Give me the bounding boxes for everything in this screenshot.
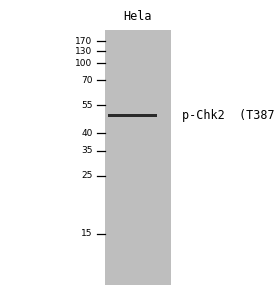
Text: 130: 130 bbox=[75, 46, 92, 56]
Text: 40: 40 bbox=[81, 129, 92, 138]
Text: Hela: Hela bbox=[124, 10, 152, 22]
Text: 25: 25 bbox=[81, 171, 92, 180]
Text: 55: 55 bbox=[81, 100, 92, 109]
Text: 15: 15 bbox=[81, 230, 92, 238]
Text: 35: 35 bbox=[81, 146, 92, 155]
Text: 170: 170 bbox=[75, 37, 92, 46]
Bar bbox=[105, 30, 171, 285]
Text: 100: 100 bbox=[75, 58, 92, 68]
Text: 70: 70 bbox=[81, 76, 92, 85]
Bar bbox=[108, 114, 157, 117]
Text: p-Chk2  (T387): p-Chk2 (T387) bbox=[182, 109, 276, 122]
